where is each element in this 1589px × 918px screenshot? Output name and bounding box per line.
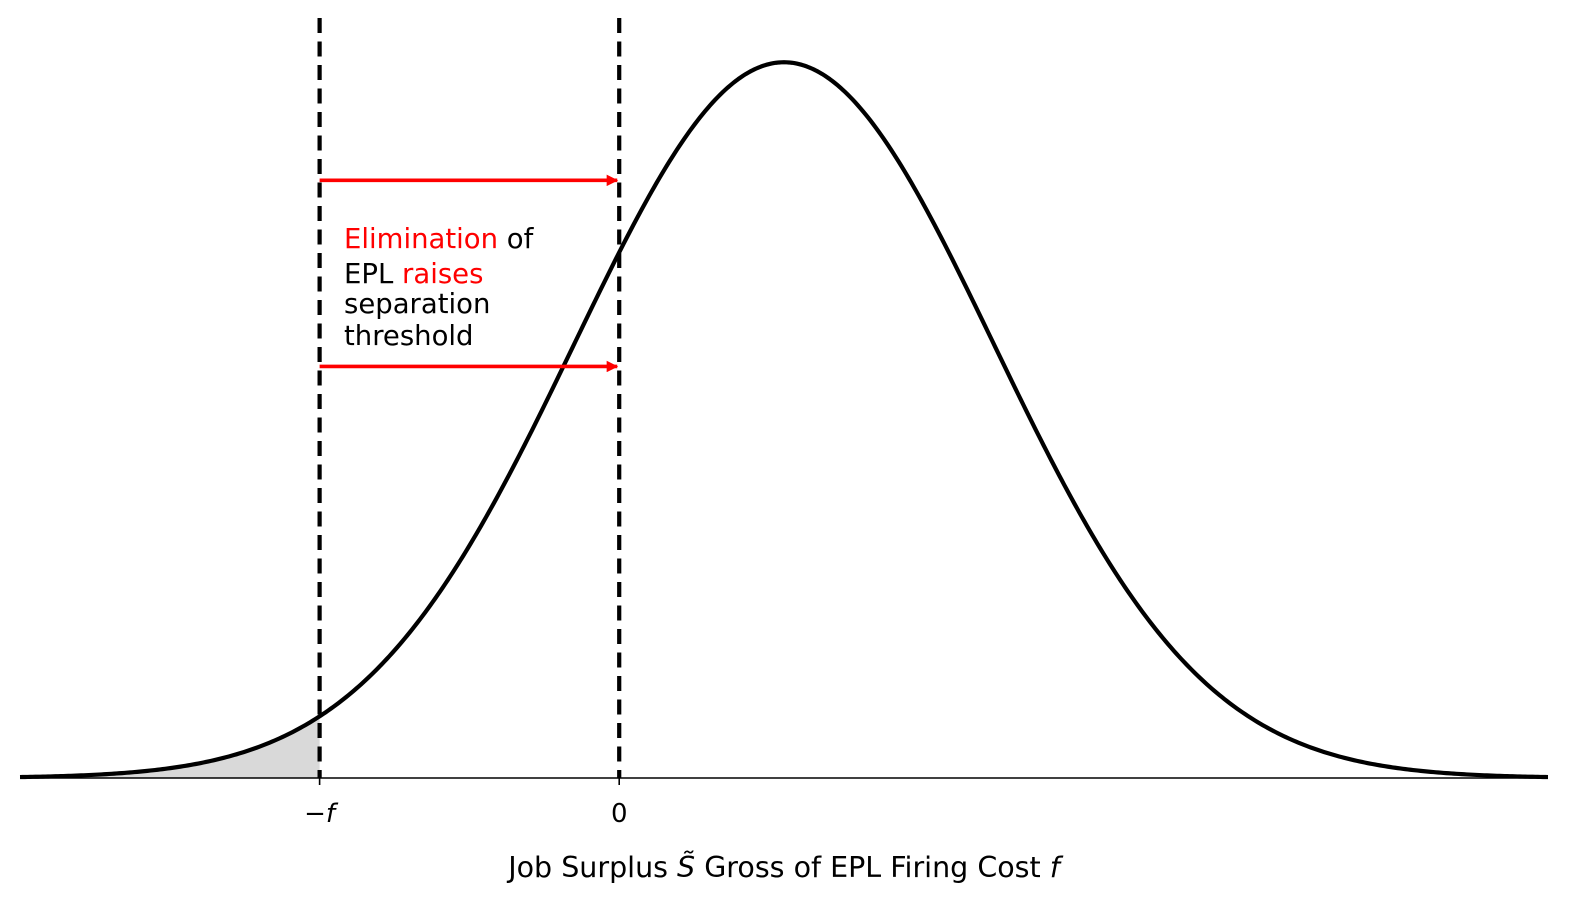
x-axis-layer: −f 0 <box>20 777 1548 829</box>
annotation-segment: separation <box>344 288 490 320</box>
shaded-tail-area <box>20 716 320 778</box>
annotation-segment: of <box>498 223 535 255</box>
x-axis-label: Job Surplus S̃ Gross of EPL Firing Cost … <box>506 851 1064 884</box>
density-curve <box>19 60 1549 780</box>
tick-label-sign: − <box>304 799 326 829</box>
x-axis-label-middle: Gross of EPL Firing Cost <box>695 851 1050 884</box>
x-axis-label-symbol: S̃ <box>677 851 695 884</box>
annotation-segment: Elimination <box>344 223 498 255</box>
annotation-line-4: threshold <box>344 320 474 352</box>
threshold-lines-layer <box>317 18 622 778</box>
annotation-segment: EPL <box>344 258 402 290</box>
x-tick-label-1: −f <box>304 799 339 829</box>
tick-label-variable: f <box>326 799 339 829</box>
annotation-segment: raises <box>402 258 483 290</box>
annotation-segment: threshold <box>344 320 474 352</box>
x-axis-label-variable: f <box>1050 851 1064 884</box>
annotation-line-1: Elimination of <box>344 223 535 255</box>
shaded-tail-layer <box>20 716 320 778</box>
density-curve-layer <box>19 60 1549 780</box>
x-tick-label-2: 0 <box>611 799 628 829</box>
annotation-line-2: EPL raises <box>344 258 483 290</box>
arrows-layer <box>319 174 619 373</box>
annotation-line-3: separation <box>344 288 490 320</box>
x-axis-label-prefix: Job Surplus <box>506 851 677 884</box>
